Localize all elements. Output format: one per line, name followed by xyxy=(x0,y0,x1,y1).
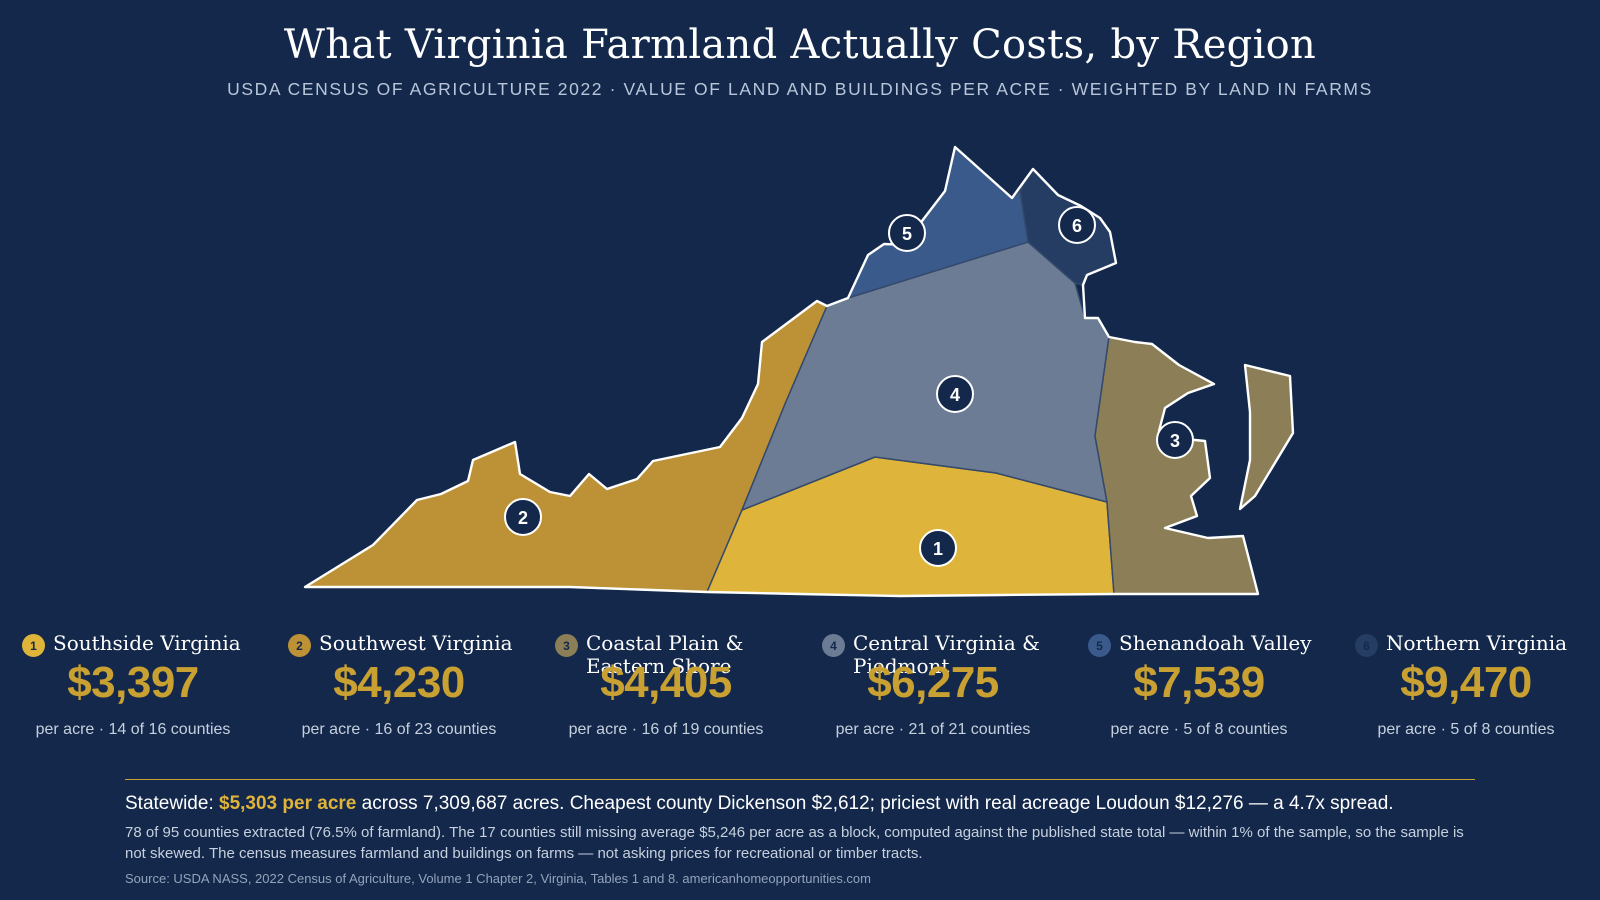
region-number-badge: 5 xyxy=(1088,634,1111,657)
statewide-value: $5,303 per acre xyxy=(219,793,357,814)
map-marker-6: 6 xyxy=(1058,206,1096,244)
region-number-badge: 1 xyxy=(22,634,45,657)
region-price-detail: per acre · 16 of 19 counties xyxy=(568,721,764,738)
svg-text:4: 4 xyxy=(950,385,960,405)
region-card-southwest: 2 Southwest Virginia $4,230 per acre · 1… xyxy=(266,632,532,742)
region-name: Southwest Virginia xyxy=(319,631,513,655)
region-price: $6,275 xyxy=(867,658,999,707)
methodology-note: 78 of 95 counties extracted (76.5% of fa… xyxy=(125,824,1464,862)
region-price-detail: per acre · 14 of 16 counties xyxy=(35,721,231,738)
statewide-label: Statewide: xyxy=(125,793,214,814)
region-number-badge: 2 xyxy=(288,634,311,657)
svg-text:2: 2 xyxy=(518,508,528,528)
region-price-detail: per acre · 16 of 23 counties xyxy=(301,721,497,738)
region-number-badge: 4 xyxy=(822,634,845,657)
region-name: Southside Virginia xyxy=(53,631,241,655)
region-price-detail: per acre · 5 of 8 counties xyxy=(1377,721,1555,738)
region-card-central: 4 Central Virginia & Piedmont $6,275 per… xyxy=(800,632,1066,742)
region-card-southside: 1 Southside Virginia $3,397 per acre · 1… xyxy=(0,632,266,742)
map-marker-1: 1 xyxy=(919,529,957,567)
svg-text:5: 5 xyxy=(902,224,912,244)
region-card-shenandoah: 5 Shenandoah Valley $7,539 per acre · 5 … xyxy=(1066,632,1332,742)
region-name: Central Virginia & Piedmont xyxy=(853,631,1040,678)
region-price-detail: per acre · 21 of 21 counties xyxy=(835,721,1031,738)
region-card-header: 5 Shenandoah Valley xyxy=(1088,632,1334,657)
svg-text:3: 3 xyxy=(1170,431,1180,451)
region-number-badge: 3 xyxy=(555,634,578,657)
svg-text:6: 6 xyxy=(1072,216,1082,236)
region-name: Coastal Plain & Eastern Shore xyxy=(586,631,744,678)
region-card-header: 2 Southwest Virginia xyxy=(288,632,534,657)
region-card-header: 1 Southside Virginia xyxy=(22,632,268,657)
region-card-header: 6 Northern Virginia xyxy=(1355,632,1600,657)
region-card-header: 3 Coastal Plain & Eastern Shore xyxy=(555,632,801,678)
region-card-header: 4 Central Virginia & Piedmont xyxy=(822,632,1068,678)
region-name: Northern Virginia xyxy=(1386,631,1568,655)
region-card-coastal: 3 Coastal Plain & Eastern Shore $4,405 p… xyxy=(533,632,799,742)
region-card-northern: 6 Northern Virginia $9,470 per acre · 5 … xyxy=(1333,632,1599,742)
region-price: $3,397 xyxy=(67,658,199,707)
svg-text:1: 1 xyxy=(933,539,943,559)
region-price: $4,230 xyxy=(333,658,465,707)
source-line: Source: USDA NASS, 2022 Census of Agricu… xyxy=(125,871,871,886)
footer-divider xyxy=(125,779,1475,780)
statewide-detail: across 7,309,687 acres. Cheapest county … xyxy=(361,793,1394,814)
virginia-region-map: 1 2 3 4 5 6 xyxy=(303,145,1295,598)
map-marker-5: 5 xyxy=(888,214,926,252)
map-marker-3: 3 xyxy=(1156,421,1194,459)
region-price-detail: per acre · 5 of 8 counties xyxy=(1110,721,1288,738)
page-subtitle: USDA CENSUS OF AGRICULTURE 2022 · VALUE … xyxy=(227,79,1373,99)
page-title: What Virginia Farmland Actually Costs, b… xyxy=(283,22,1317,68)
map-marker-2: 2 xyxy=(504,498,542,536)
region-price: $4,405 xyxy=(600,658,732,707)
region-cards: 1 Southside Virginia $3,397 per acre · 1… xyxy=(0,632,1600,742)
region-number-badge: 6 xyxy=(1355,634,1378,657)
statewide-summary: Statewide: $5,303 per acre across 7,309,… xyxy=(125,793,1525,815)
region-name: Shenandoah Valley xyxy=(1119,631,1312,655)
eastern-shore-outline xyxy=(1238,363,1295,511)
map-region-coastal[interactable] xyxy=(1094,336,1294,595)
map-marker-4: 4 xyxy=(936,375,974,413)
region-price: $9,470 xyxy=(1400,658,1532,707)
region-price: $7,539 xyxy=(1133,658,1265,707)
